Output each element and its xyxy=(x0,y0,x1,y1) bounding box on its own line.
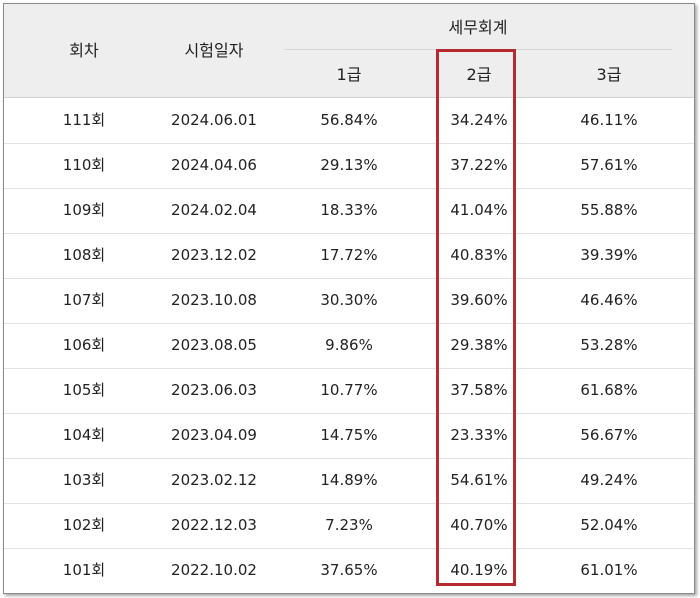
table-row: 102회 2022.12.03 7.23% 40.70% 52.04% xyxy=(4,503,694,549)
header-grade1: 1급 xyxy=(336,65,362,84)
grade1-rate-cell: 7.23% xyxy=(325,516,373,534)
date-cell: 2023.08.05 xyxy=(171,336,257,354)
grade3-rate-cell: 61.68% xyxy=(580,381,638,399)
grade2-rate-cell: 37.58% xyxy=(450,381,508,399)
header-grade3: 3급 xyxy=(596,65,622,84)
grade1-rate-cell: 29.13% xyxy=(320,156,378,174)
grade2-rate-cell: 37.22% xyxy=(450,156,508,174)
header-round: 회차 xyxy=(69,41,99,60)
date-cell: 2022.10.02 xyxy=(171,561,257,579)
grade2-rate-cell: 41.04% xyxy=(450,201,508,219)
round-cell: 110회 xyxy=(62,156,106,174)
date-cell: 2023.06.03 xyxy=(171,381,257,399)
grade3-rate-cell: 61.01% xyxy=(580,561,638,579)
grade1-rate-cell: 14.75% xyxy=(320,426,378,444)
grade3-rate-cell: 46.11% xyxy=(580,111,638,129)
date-cell: 2024.04.06 xyxy=(171,156,257,174)
round-cell: 102회 xyxy=(62,516,106,534)
grade2-rate-cell: 40.83% xyxy=(450,246,508,264)
grade3-rate-cell: 57.61% xyxy=(580,156,638,174)
table-row: 109회 2024.02.04 18.33% 41.04% 55.88% xyxy=(4,188,694,234)
round-cell: 109회 xyxy=(62,201,106,219)
table-row: 103회 2023.02.12 14.89% 54.61% 49.24% xyxy=(4,458,694,504)
header-divider xyxy=(284,49,672,50)
grade3-rate-cell: 55.88% xyxy=(580,201,638,219)
round-cell: 101회 xyxy=(62,561,106,579)
grade2-rate-cell: 34.24% xyxy=(450,111,508,129)
table-row: 110회 2024.04.06 29.13% 37.22% 57.61% xyxy=(4,143,694,189)
grade2-rate-cell: 29.38% xyxy=(450,336,508,354)
date-cell: 2023.10.08 xyxy=(171,291,257,309)
grade1-rate-cell: 10.77% xyxy=(320,381,378,399)
date-cell: 2023.04.09 xyxy=(171,426,257,444)
table-row: 106회 2023.08.05 9.86% 29.38% 53.28% xyxy=(4,323,694,369)
grade1-rate-cell: 37.65% xyxy=(320,561,378,579)
round-cell: 111회 xyxy=(62,111,106,129)
grade3-rate-cell: 46.46% xyxy=(580,291,638,309)
grade1-rate-cell: 14.89% xyxy=(320,471,378,489)
round-cell: 106회 xyxy=(62,336,106,354)
table-row: 104회 2023.04.09 14.75% 23.33% 56.67% xyxy=(4,413,694,459)
header-group-tax-accounting: 세무회계 xyxy=(448,18,508,37)
round-cell: 103회 xyxy=(62,471,106,489)
grade2-rate-cell: 23.33% xyxy=(450,426,508,444)
pass-rate-table: 회차 시험일자 세무회계 1급 2급 3급 111회 2024.06.01 56.8… xyxy=(3,3,695,594)
grade2-rate-cell: 39.60% xyxy=(450,291,508,309)
date-cell: 2023.12.02 xyxy=(171,246,257,264)
grade3-rate-cell: 53.28% xyxy=(580,336,638,354)
header-date: 시험일자 xyxy=(184,41,244,60)
grade3-rate-cell: 49.24% xyxy=(580,471,638,489)
table-row: 107회 2023.10.08 30.30% 39.60% 46.46% xyxy=(4,278,694,324)
grade3-rate-cell: 56.67% xyxy=(580,426,638,444)
round-cell: 104회 xyxy=(62,426,106,444)
grade1-rate-cell: 9.86% xyxy=(325,336,373,354)
grade2-rate-cell: 54.61% xyxy=(450,471,508,489)
grade1-rate-cell: 30.30% xyxy=(320,291,378,309)
table-row: 105회 2023.06.03 10.77% 37.58% 61.68% xyxy=(4,368,694,414)
grade3-rate-cell: 52.04% xyxy=(580,516,638,534)
grade2-rate-cell: 40.70% xyxy=(450,516,508,534)
grade1-rate-cell: 56.84% xyxy=(320,111,378,129)
grade2-rate-cell: 40.19% xyxy=(450,561,508,579)
table-row: 101회 2022.10.02 37.65% 40.19% 61.01% xyxy=(4,548,694,593)
table-header: 회차 시험일자 세무회계 1급 2급 3급 xyxy=(4,4,694,98)
round-cell: 105회 xyxy=(62,381,106,399)
round-cell: 107회 xyxy=(62,291,106,309)
table-row: 111회 2024.06.01 56.84% 34.24% 46.11% xyxy=(4,98,694,144)
round-cell: 108회 xyxy=(62,246,106,264)
grade3-rate-cell: 39.39% xyxy=(580,246,638,264)
table-row: 108회 2023.12.02 17.72% 40.83% 39.39% xyxy=(4,233,694,279)
grade1-rate-cell: 18.33% xyxy=(320,201,378,219)
date-cell: 2024.02.04 xyxy=(171,201,257,219)
grade1-rate-cell: 17.72% xyxy=(320,246,378,264)
date-cell: 2023.02.12 xyxy=(171,471,257,489)
date-cell: 2024.06.01 xyxy=(171,111,257,129)
date-cell: 2022.12.03 xyxy=(171,516,257,534)
header-grade2: 2급 xyxy=(466,65,492,84)
